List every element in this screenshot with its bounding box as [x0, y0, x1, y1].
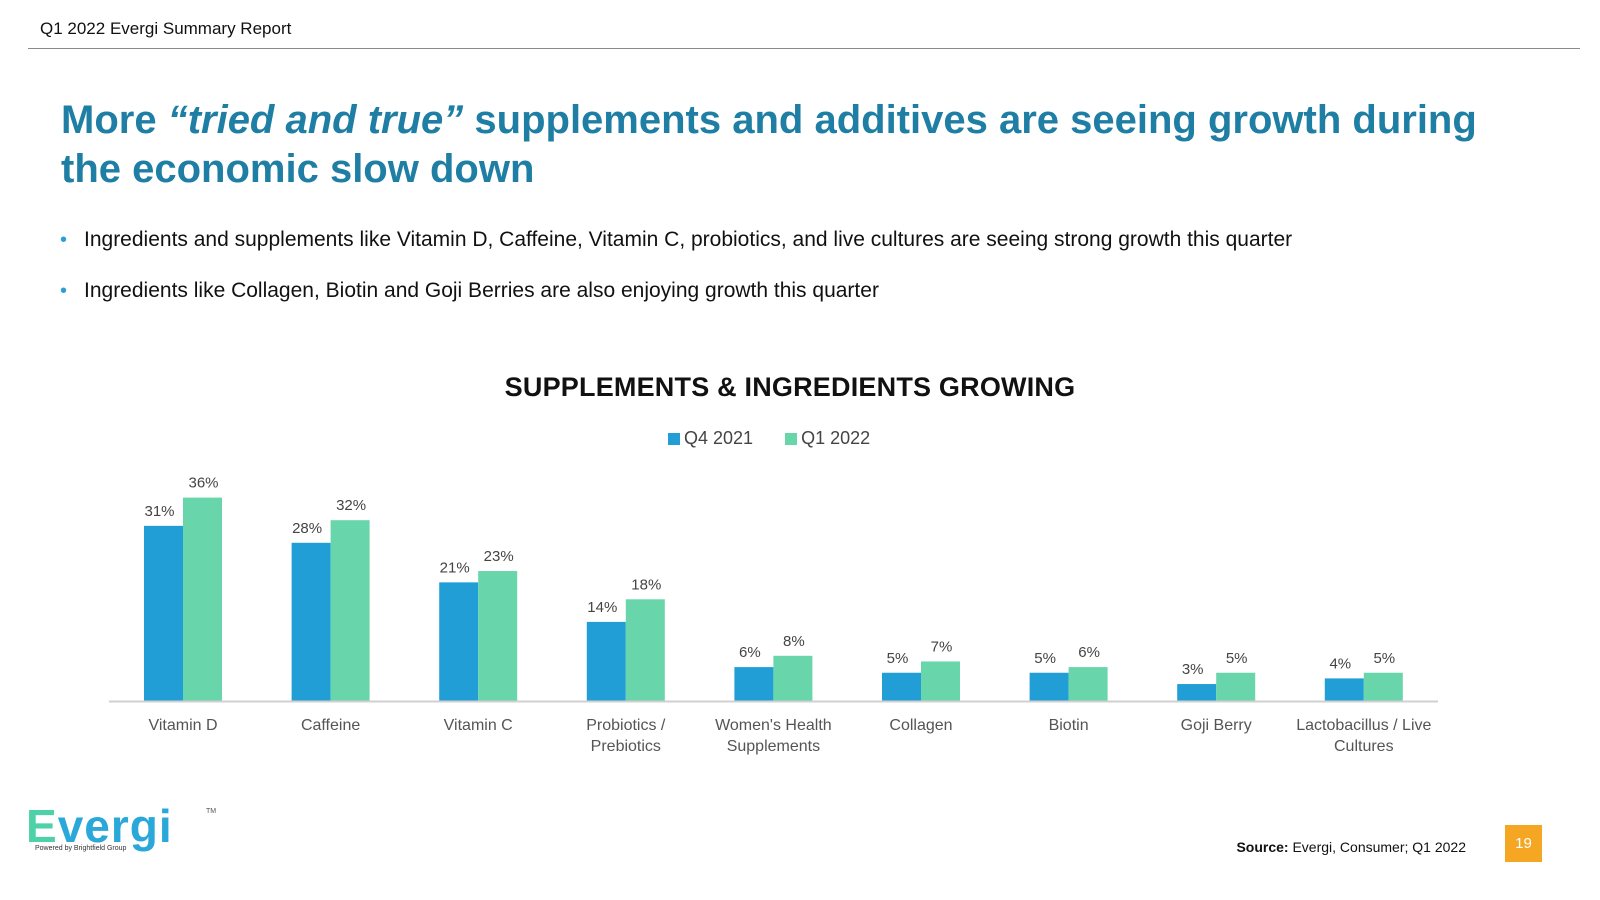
data-label: 8% [783, 633, 805, 650]
slide-headline: More “tried and true” supplements and ad… [61, 96, 1481, 194]
bar-q1-2022 [183, 497, 222, 701]
headline-post: supplements and additives are seeing gro… [61, 98, 1477, 191]
bullet-text: Ingredients and supplements like Vitamin… [84, 228, 1293, 251]
header-divider [28, 48, 1580, 49]
category-label: Collagen [889, 717, 952, 734]
data-label: 6% [739, 644, 761, 661]
data-label: 6% [1078, 644, 1100, 661]
category-label: Cultures [1334, 738, 1394, 755]
legend-swatch-q1-2022 [785, 432, 798, 445]
data-label: 5% [887, 650, 909, 667]
legend-item: Q1 2022 [785, 428, 870, 449]
bullet-dot-icon: • [60, 229, 68, 251]
report-title: Q1 2022 Evergi Summary Report [40, 19, 292, 38]
category-label: Probiotics / [586, 717, 666, 734]
logo-trademark: TM [206, 808, 217, 815]
data-label: 32% [336, 497, 366, 514]
logo-wordmark: Evergi [26, 800, 173, 852]
category-label: Prebiotics [591, 738, 661, 755]
category-label: Caffeine [301, 717, 360, 734]
data-label: 14% [587, 599, 617, 616]
chart-title: SUPPLEMENTS & INGREDIENTS GROWING [504, 372, 1076, 402]
source-note: Source: Evergi, Consumer; Q1 2022 [1236, 839, 1466, 855]
data-label: 3% [1182, 661, 1204, 678]
bar-q1-2022 [478, 571, 518, 701]
bullet-list: • Ingredients and supplements like Vitami… [60, 226, 1560, 328]
bar-q4-2021 [1029, 672, 1069, 701]
category-label: Biotin [1049, 717, 1089, 734]
headline-pre: More [61, 98, 168, 142]
data-label: 21% [440, 559, 470, 576]
data-label: 18% [631, 576, 661, 593]
data-label: 5% [1226, 650, 1248, 667]
bar-q1-2022 [625, 599, 665, 701]
chart-legend: Q4 2021 Q1 2022 [668, 428, 870, 449]
category-label: Vitamin D [148, 717, 217, 734]
data-label: 28% [292, 520, 322, 537]
bar-q1-2022 [1363, 672, 1403, 701]
bar-q1-2022 [330, 520, 370, 701]
bar-q4-2021 [439, 582, 479, 701]
bar-q4-2021 [882, 672, 921, 701]
legend-label: Q1 2022 [801, 428, 871, 448]
bar-q4-2021 [144, 525, 183, 701]
data-label: 4% [1329, 655, 1351, 672]
bar-q1-2022 [1216, 672, 1256, 701]
bar-q4-2021 [291, 542, 331, 701]
category-label: Lactobacillus / Live [1296, 717, 1431, 734]
bar-q1-2022 [1068, 667, 1108, 701]
data-label: 5% [1373, 650, 1395, 667]
legend-label: Q4 2021 [684, 428, 754, 448]
legend-swatch-q4-2021 [668, 432, 680, 445]
logo-tagline: Powered by Brightfield Group [35, 845, 127, 852]
evergi-logo: Evergi TM Powered by Brightfield Group [26, 800, 216, 852]
data-label: 5% [1034, 650, 1056, 667]
bar-q1-2022 [921, 661, 960, 701]
category-label: Vitamin C [444, 717, 513, 734]
bar-q4-2021 [1324, 678, 1364, 701]
bullet-text: Ingredients like Collagen, Biotin and Go… [84, 279, 879, 302]
category-label: Goji Berry [1181, 717, 1252, 734]
bar-q1-2022 [773, 655, 813, 701]
data-label: 23% [484, 548, 514, 565]
bar-q4-2021 [734, 667, 774, 701]
data-label: 36% [188, 475, 218, 492]
legend-item: Q4 2021 [668, 428, 753, 449]
bullet-dot-icon: • [60, 280, 68, 302]
bar-q4-2021 [1177, 684, 1217, 701]
page-number: 19 [1505, 825, 1542, 862]
category-label: Women's Health [715, 717, 832, 734]
bullet-item: • Ingredients and supplements like Vitami… [60, 226, 1560, 254]
data-label: 31% [144, 503, 174, 520]
bullet-item: • Ingredients like Collagen, Biotin and G… [60, 277, 1560, 305]
category-label: Supplements [727, 738, 820, 755]
bar-q4-2021 [586, 621, 626, 701]
data-label: 7% [931, 638, 953, 655]
headline-emphasis: “tried and true” [167, 98, 464, 142]
